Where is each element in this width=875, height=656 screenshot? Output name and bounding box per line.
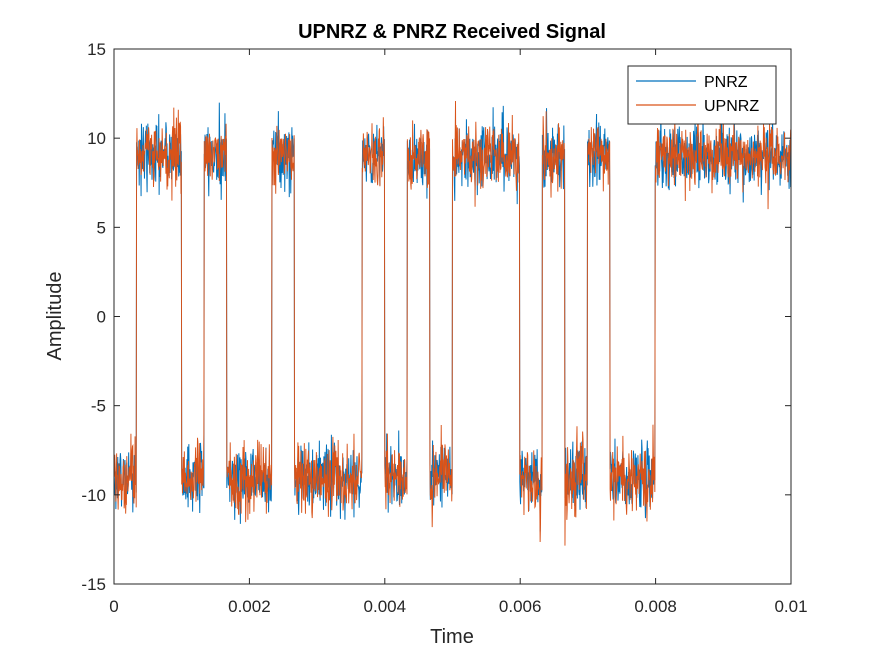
legend: PNRZ UPNRZ (627, 65, 777, 125)
chart-title: UPNRZ & PNRZ Received Signal (298, 21, 606, 43)
legend-label-pnrz: PNRZ (704, 74, 748, 91)
x-tick-label: 0 (109, 597, 118, 616)
y-axis-label: Amplitude (44, 272, 66, 361)
y-tick-label: -5 (91, 397, 106, 416)
x-tick-label: 0.004 (364, 597, 407, 616)
series-layer (113, 100, 792, 546)
x-axis-label: Time (430, 626, 474, 648)
y-tick-label: 15 (87, 40, 106, 59)
y-tick-label: -10 (81, 486, 106, 505)
tick-layer: 0 0.002 0.004 0.006 0.008 0.01 15 10 5 0 -5 -10 -15 (81, 40, 807, 616)
legend-label-upnrz: UPNRZ (704, 98, 759, 115)
x-tick-label: 0.01 (774, 597, 807, 616)
x-tick-label: 0.008 (634, 597, 677, 616)
legend-box (627, 65, 777, 125)
y-tick-label: 0 (97, 308, 106, 327)
x-tick-label: 0.002 (228, 597, 271, 616)
y-tick-label: -15 (81, 575, 106, 594)
x-tick-label: 0.006 (499, 597, 542, 616)
series-line-upnrz (113, 100, 792, 546)
y-tick-label: 5 (97, 218, 106, 237)
y-tick-label: 10 (87, 129, 106, 148)
